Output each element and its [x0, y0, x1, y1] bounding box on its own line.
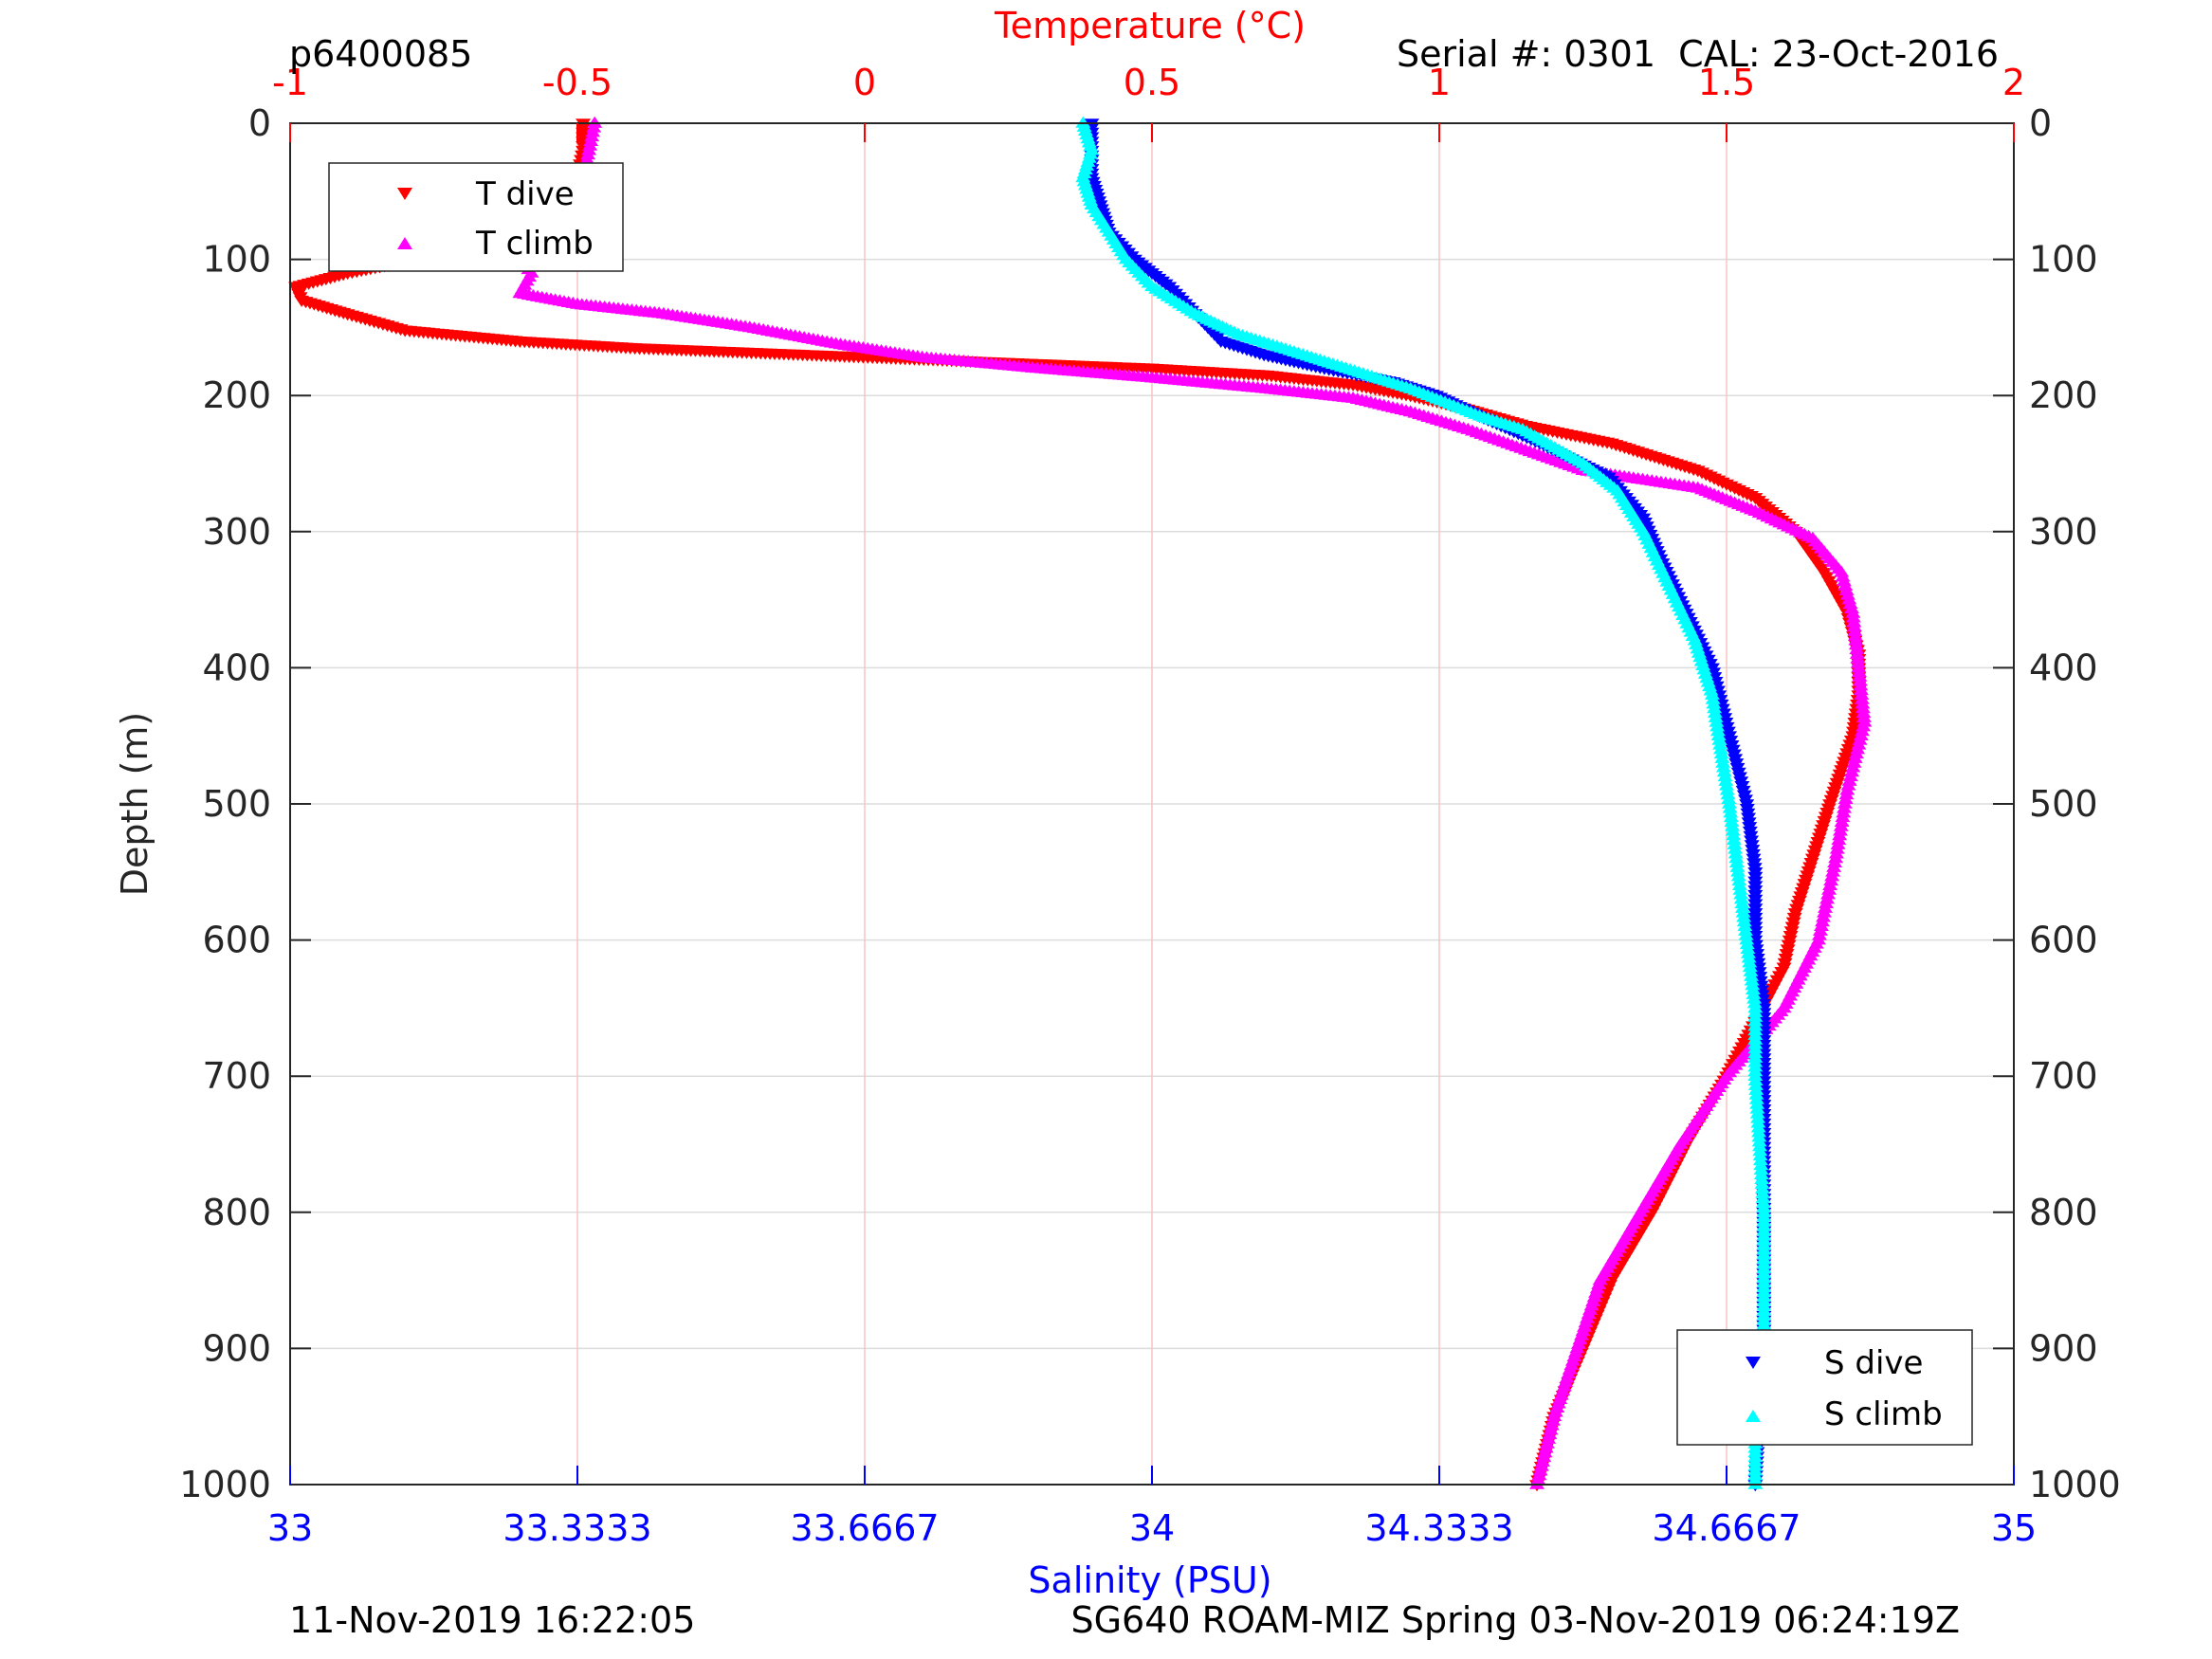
temperature-tick-label: 2: [2002, 62, 2025, 103]
legend-t-climb-marker: [397, 237, 412, 249]
legend-s-dive-marker: [1746, 1357, 1761, 1369]
data-point: [1817, 905, 1833, 918]
depth-tick-label-left: 600: [202, 920, 271, 961]
data-point: [583, 134, 599, 146]
depth-tick-label-left: 800: [202, 1192, 271, 1233]
depth-tick-label-right: 600: [2029, 920, 2098, 961]
depth-tick-label-right: 900: [2029, 1327, 2098, 1369]
depth-tick-label-left: 500: [202, 783, 271, 825]
data-point: [1811, 928, 1827, 940]
series-s-climb: [1075, 116, 1772, 1489]
depth-tick-label-right: 0: [2029, 102, 2052, 144]
depth-tick-label-left: 700: [202, 1055, 271, 1097]
data-point: [1816, 910, 1832, 922]
top-axis-title: Temperature (°C): [994, 5, 1306, 46]
data-point: [1815, 915, 1830, 927]
depth-tick-label-right: 400: [2029, 647, 2098, 688]
legend-s-climb-marker: [1746, 1410, 1761, 1422]
depth-tick-label-left: 400: [202, 647, 271, 688]
data-point: [1822, 878, 1838, 890]
legend-temperature: T dive T climb: [328, 162, 624, 272]
depth-tick-label-left: 900: [202, 1327, 271, 1369]
data-point: [579, 153, 595, 165]
data-point: [582, 138, 598, 151]
axis-tick-labels: 0 0 100 100 200 200 300 300 400 400 500 500 600 600 70…: [179, 62, 2120, 1549]
legend-temperature-box: [328, 162, 624, 272]
legend-t-dive-label: T dive: [475, 175, 575, 213]
depth-tick-label-right: 200: [2029, 374, 2098, 416]
depth-tick-label-right: 100: [2029, 239, 2098, 281]
depth-tick-label-left: 1000: [179, 1464, 271, 1505]
data-point: [1812, 923, 1828, 936]
legend-s-dive-label: S dive: [1824, 1344, 1923, 1382]
salinity-tick-label: 35: [1991, 1507, 2037, 1549]
depth-tick-label-right: 300: [2029, 511, 2098, 553]
legend-salinity: S dive S climb: [1676, 1329, 1973, 1446]
salinity-tick-label: 33.6667: [790, 1507, 939, 1549]
temperature-tick-label: 1: [1428, 62, 1451, 103]
footer-timestamp: 11-Nov-2019 16:22:05: [289, 1599, 695, 1641]
data-point: [581, 143, 597, 155]
depth-tick-label-right: 500: [2029, 783, 2098, 825]
depth-tick-label-right: 1000: [2029, 1464, 2121, 1505]
salinity-tick-label: 33.3333: [503, 1507, 651, 1549]
data-point: [585, 125, 601, 137]
data-point: [1818, 901, 1834, 913]
data-point: [1828, 851, 1844, 864]
legend-salinity-box: [1676, 1329, 1973, 1446]
salinity-tick-label: 33: [267, 1507, 313, 1549]
data-point: [586, 120, 602, 133]
bottom-axis-title: Salinity (PSU): [1028, 1559, 1271, 1601]
depth-tick-label-right: 700: [2029, 1055, 2098, 1097]
salinity-tick-label: 34.6667: [1652, 1507, 1801, 1549]
data-point: [1820, 887, 1837, 900]
data-point: [1827, 856, 1843, 868]
profile-id-label: p6400085: [289, 33, 472, 75]
temperature-tick-label: 0.5: [1124, 62, 1180, 103]
data-point: [1821, 883, 1837, 895]
depth-tick-label-left: 300: [202, 511, 271, 553]
footer-mission-label: SG640 ROAM-MIZ Spring 03-Nov-2019 06:24:…: [1070, 1599, 1960, 1641]
data-point: [1747, 1477, 1764, 1489]
temperature-tick-label: -0.5: [542, 62, 612, 103]
data-point: [1819, 897, 1835, 909]
depth-tick-label-left: 200: [202, 374, 271, 416]
data-point: [1823, 874, 1839, 886]
legend-t-dive-marker: [397, 188, 412, 200]
salinity-tick-label: 34.3333: [1364, 1507, 1513, 1549]
legend-t-climb-label: T climb: [475, 225, 594, 263]
data-point: [1824, 869, 1840, 882]
data-point: [580, 148, 596, 160]
series-layer: [288, 116, 1873, 1492]
axis-ticks: [289, 122, 2015, 1486]
temperature-tick-label: 1.5: [1698, 62, 1755, 103]
depth-tick-label-left: 100: [202, 239, 271, 281]
data-point: [1529, 1477, 1545, 1489]
temperature-tick-label: -1: [272, 62, 308, 103]
data-point: [1825, 865, 1841, 877]
depth-tick-label-right: 800: [2029, 1192, 2098, 1233]
data-point: [1826, 860, 1842, 872]
serial-cal-label: Serial #: 0301 CAL: 23-Oct-2016: [1397, 33, 1999, 75]
temperature-tick-label: 0: [853, 62, 876, 103]
data-point: [584, 130, 600, 142]
data-point: [1819, 892, 1836, 904]
salinity-tick-label: 34: [1129, 1507, 1175, 1549]
data-point: [1813, 920, 1829, 932]
legend-s-climb-label: S climb: [1824, 1395, 1943, 1433]
data-point: [587, 116, 603, 128]
y-axis-title: Depth (m): [114, 712, 155, 897]
depth-tick-label-left: 0: [248, 102, 271, 144]
